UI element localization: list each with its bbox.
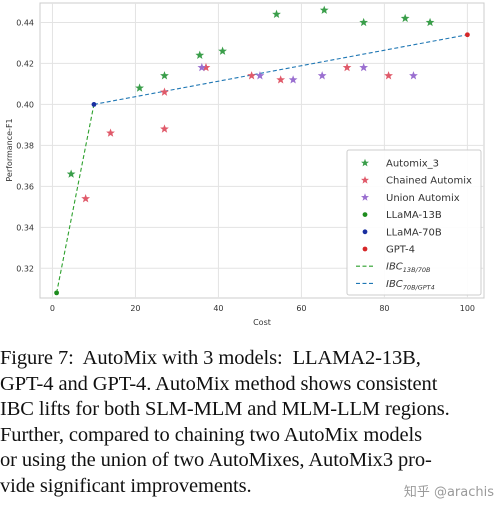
point-chained [342, 62, 352, 72]
caption-line-6: vide significant improvements. [0, 474, 252, 497]
caption-line-3: IBC lifts for both SLM-MLM and MLM-LLM r… [0, 398, 450, 420]
legend-label-ibc70b: IBC70B/GPT4 [386, 279, 435, 292]
point-chained [81, 194, 91, 203]
ibc-line-ibc70b [93, 34, 468, 105]
legend-label-gpt4: GPT-4 [386, 245, 415, 256]
point-union [255, 71, 265, 80]
point-gpt4 [465, 32, 470, 38]
y-tick-label: 0.38 [16, 141, 34, 150]
point-automix3 [218, 46, 227, 55]
legend-label-chained: Chained Automix [386, 176, 472, 187]
point-union [359, 62, 369, 72]
point-automix3 [195, 50, 205, 59]
point-automix3 [135, 83, 144, 92]
point-union [197, 62, 207, 72]
point-chained [276, 75, 286, 84]
legend-marker-llama13b [362, 212, 368, 218]
point-union [409, 71, 418, 80]
point-automix3 [272, 9, 281, 18]
point-automix3 [160, 71, 169, 80]
data-points [54, 5, 470, 296]
point-llama13b [54, 290, 59, 296]
point-llama70b [91, 102, 97, 107]
legend-label-automix3: Automix_3 [386, 159, 439, 170]
point-chained [160, 87, 169, 96]
legend-marker-union [361, 193, 369, 201]
y-axis-label: Performance-F1 [5, 118, 14, 181]
legend-label-llama13b: LLaMA-13B [386, 210, 442, 221]
y-tick-labels: 0.32 0.34 0.36 0.38 0.40 0.42 0.44 [16, 18, 34, 273]
legend-label-llama70b: LLaMA-70B [386, 227, 442, 238]
legend: Automix_3 Chained Automix Union Automix LLa… [346, 149, 482, 296]
legend-label-ibc13b: IBC13B/70B [386, 262, 431, 275]
caption-line-1: Figure 7: AutoMix with 3 models: LLAMA2-… [0, 347, 421, 369]
point-chained [201, 62, 211, 72]
y-tick-label: 0.44 [16, 18, 34, 27]
legend-marker-chained [361, 176, 369, 184]
y-tick-label: 0.34 [16, 223, 34, 232]
x-tick-label: 60 [296, 304, 306, 313]
caption-line-2: GPT-4 and GPT-4. AutoMix method shows co… [0, 372, 438, 395]
x-tick-label: 80 [379, 304, 389, 313]
x-tick-label: 100 [460, 304, 475, 313]
x-tick-labels: 0 20 40 60 80 100 [50, 304, 475, 313]
point-automix3 [66, 169, 76, 178]
point-union [288, 75, 298, 84]
point-union [317, 71, 327, 80]
legend-marker-gpt4 [362, 246, 368, 252]
legend-marker-automix3 [361, 158, 369, 167]
x-tick-label: 0 [50, 304, 55, 313]
point-chained [384, 71, 393, 80]
scatter-chart: 0 20 40 60 80 100 0.32 0.34 0.36 0.38 0.40 0.42 0.4… [5, 2, 485, 327]
y-tick-label: 0.36 [16, 182, 34, 191]
watermark: 知乎 @arachis [403, 485, 494, 500]
point-automix3 [425, 17, 435, 27]
point-chained [106, 128, 115, 137]
y-tick-label: 0.32 [16, 264, 34, 273]
legend-box [346, 149, 482, 296]
caption-line-4: Further, compared to chaining two AutoMi… [0, 423, 422, 446]
y-tick-label: 0.42 [16, 59, 34, 68]
point-automix3 [400, 13, 410, 23]
y-tick-label: 0.40 [16, 100, 34, 109]
x-axis-label: Cost [253, 318, 271, 327]
legend-label-union: Union Automix [386, 193, 460, 204]
x-tick-label: 40 [213, 304, 223, 313]
point-automix3 [359, 17, 369, 27]
point-automix3 [319, 5, 329, 14]
caption-line-5: or using the union of two AutoMixes, Aut… [0, 449, 432, 471]
point-chained [247, 71, 256, 80]
point-chained [160, 124, 169, 133]
ibc-lines [56, 34, 468, 293]
x-tick-label: 20 [130, 304, 140, 313]
figure-caption: Figure 7: AutoMix with 3 models: LLAMA2-… [0, 346, 498, 499]
legend-marker-llama70b [362, 229, 368, 235]
